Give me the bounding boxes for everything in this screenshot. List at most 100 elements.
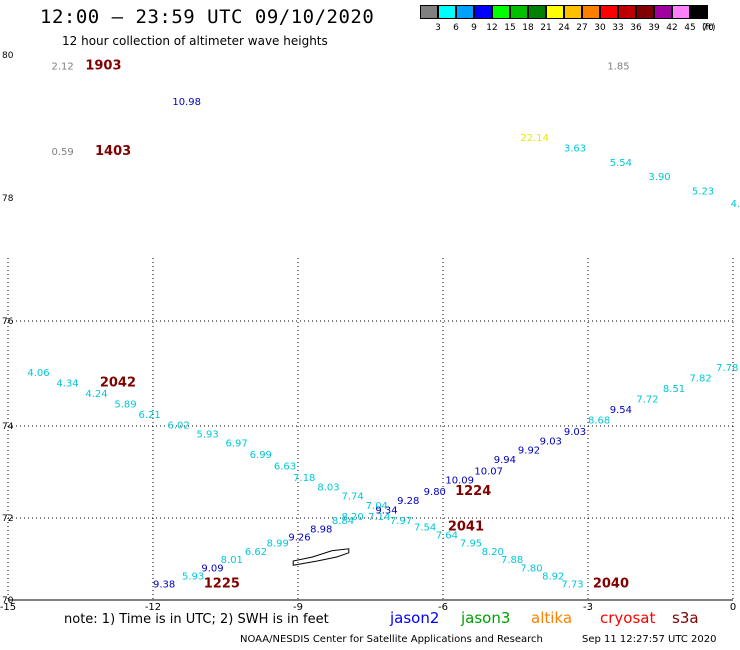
satellite-altika: altika xyxy=(531,609,573,627)
latitude-label: 74 xyxy=(2,422,14,432)
wave-height-value: 9.09 xyxy=(201,563,223,574)
wave-height-value: 8.99 xyxy=(267,539,289,550)
legend-tick-label: 36 xyxy=(630,23,642,33)
wave-height-value: 8.03 xyxy=(317,482,339,493)
pass-time-label: 1403 xyxy=(95,144,131,159)
legend-tick-label: 21 xyxy=(540,23,552,33)
legend-swatch xyxy=(528,5,546,19)
pass-time-label: 1224 xyxy=(455,484,491,499)
pass-time-label: 2041 xyxy=(448,519,484,534)
generated-timestamp: Sep 11 12:27:57 UTC 2020 xyxy=(582,634,717,645)
legend-tick-label: 42 xyxy=(666,23,678,33)
wave-height-value: 7.74 xyxy=(342,492,364,503)
wave-height-value: 9.26 xyxy=(288,533,310,544)
legend-swatch xyxy=(618,5,636,19)
wave-height-value: 7.18 xyxy=(293,473,315,484)
legend-swatch xyxy=(420,5,438,19)
wave-height-value: 9.94 xyxy=(494,455,516,466)
wave-height-value: 8.84 xyxy=(332,516,354,527)
satellite-jason2: jason2 xyxy=(390,609,440,627)
wave-height-value: 3.90 xyxy=(648,172,670,183)
wave-height-value: 8.01 xyxy=(221,555,243,566)
legend-tick-label: 70 xyxy=(702,23,714,33)
wave-height-value: 7.04 xyxy=(366,501,388,512)
wave-height-value: 8.68 xyxy=(588,415,610,426)
wave-height-value: 9.54 xyxy=(610,405,632,416)
legend-swatch xyxy=(474,5,492,19)
longitude-label: -9 xyxy=(293,602,303,613)
wave-height-value: 7.72 xyxy=(636,394,658,405)
wave-height-value: 7.78 xyxy=(716,363,738,374)
wave-height-value: 7.73 xyxy=(561,580,583,591)
map-title: 12:00 – 23:59 UTC 09/10/2020 xyxy=(40,6,375,28)
legend-tick-label: 33 xyxy=(612,23,624,33)
wave-height-value: 4.24 xyxy=(85,389,107,400)
wave-height-value: 4.34 xyxy=(56,379,78,390)
wave-height-value: 6.21 xyxy=(139,410,161,421)
legend-tick-label: 45 xyxy=(684,23,696,33)
wave-height-value: 7.64 xyxy=(436,531,458,542)
wave-height-value: 5.54 xyxy=(610,158,632,169)
legend-tick-label: 3 xyxy=(435,23,441,33)
wave-height-value: 9.03 xyxy=(540,436,562,447)
legend-swatch xyxy=(546,5,564,19)
pass-time-label: 2040 xyxy=(593,577,629,592)
wave-height-value: 7.88 xyxy=(501,555,523,566)
wave-height-value: 10.09 xyxy=(445,476,474,487)
wave-height-value: 3.63 xyxy=(564,144,586,155)
wave-height-value: 6.97 xyxy=(226,439,248,450)
longitude-label: -6 xyxy=(438,602,448,613)
wave-height-value: 8.51 xyxy=(663,384,685,395)
island-outline xyxy=(292,548,350,566)
legend-tick-label: 24 xyxy=(558,23,570,33)
legend-tick-label: 12 xyxy=(486,23,498,33)
wave-height-value: 5.93 xyxy=(182,572,204,583)
latitude-label: 72 xyxy=(2,514,13,524)
legend-swatch xyxy=(438,5,456,19)
wave-height-value: 9.34 xyxy=(375,505,397,516)
wave-height-value: 10.07 xyxy=(474,466,503,477)
wave-height-value: 4. xyxy=(731,199,740,210)
legend-swatch xyxy=(510,5,528,19)
legend-tick-label: 9 xyxy=(471,23,477,33)
wave-height-value: 22.14 xyxy=(520,133,549,144)
legend-swatch xyxy=(600,5,618,19)
wave-height-value: 4.06 xyxy=(27,368,49,379)
wave-height-value: 8.20 xyxy=(342,512,364,523)
legend-swatch xyxy=(654,5,672,19)
legend-tick-label: 6 xyxy=(453,23,459,33)
legend-swatch xyxy=(492,5,510,19)
latitude-label: 80 xyxy=(2,51,14,61)
legend-swatch xyxy=(636,5,654,19)
wave-height-value: 8.20 xyxy=(482,547,504,558)
wave-height-value: 6.99 xyxy=(250,450,272,461)
wave-height-value: 8.92 xyxy=(542,572,564,583)
longitude-label: -3 xyxy=(583,602,593,613)
wave-height-value: 7.14 xyxy=(368,512,390,523)
wave-height-value: 6.63 xyxy=(274,462,296,473)
wave-height-value: 0.59 xyxy=(52,147,74,158)
latitude-label: 78 xyxy=(2,194,14,204)
pass-time-label: 1225 xyxy=(204,577,240,592)
credit-line: NOAA/NESDIS Center for Satellite Applica… xyxy=(240,634,543,645)
wave-height-value: 9.80 xyxy=(424,487,446,498)
wave-height-value: 7.97 xyxy=(390,516,412,527)
wave-height-value: 6.02 xyxy=(168,420,190,431)
legend-tick-label: 18 xyxy=(522,23,534,33)
legend-swatch xyxy=(690,5,708,19)
wave-height-value: 9.03 xyxy=(564,427,586,438)
pass-time-label: 1903 xyxy=(85,58,121,73)
wave-height-value: 9.92 xyxy=(518,446,540,457)
legend-tick-label: 15 xyxy=(504,23,516,33)
wave-height-value: 5.93 xyxy=(197,430,219,441)
legend-tick-label: 27 xyxy=(576,23,588,33)
legend-tick-label: 39 xyxy=(648,23,660,33)
wave-height-value: 5.23 xyxy=(692,186,714,197)
wave-height-value: 5.89 xyxy=(114,400,136,411)
legend-swatch xyxy=(456,5,474,19)
wave-height-value: 6.62 xyxy=(245,547,267,558)
longitude-label: -15 xyxy=(0,602,16,613)
longitude-label: -12 xyxy=(145,602,161,613)
